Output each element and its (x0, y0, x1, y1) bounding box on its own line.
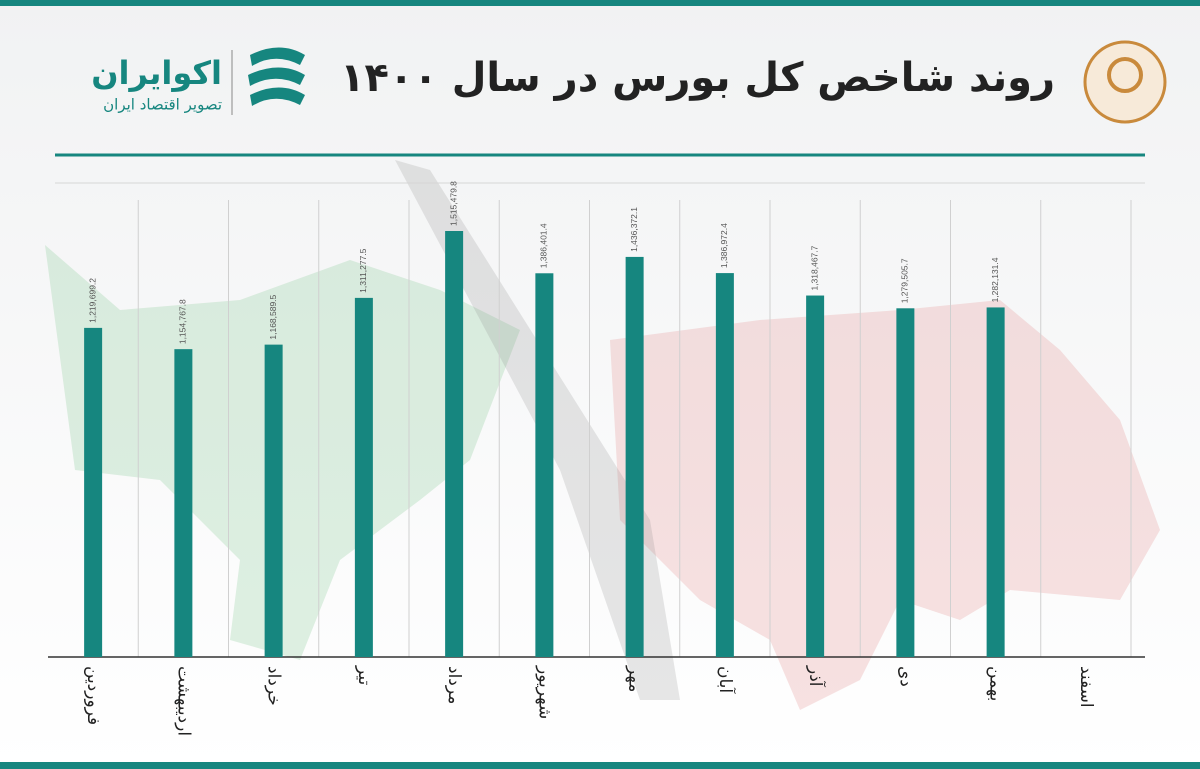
x-tick-label: اردیبهشت (173, 666, 193, 736)
value-label: 1,168,589.5 (268, 294, 278, 339)
bar (264, 344, 283, 657)
bar (174, 349, 193, 657)
bear-shape (610, 300, 1160, 710)
value-label: 1,282,131.4 (990, 257, 1000, 302)
value-label: 1,515,479.8 (448, 181, 458, 226)
bar (445, 230, 464, 657)
x-tick-label: اسفند (1076, 666, 1096, 708)
value-label: 1,386,401.4 (539, 223, 549, 268)
x-tick-label: دی (895, 666, 915, 687)
top-border (0, 0, 1200, 6)
ecoiran-logo (248, 47, 305, 106)
value-label: 1,318,467.7 (809, 245, 819, 290)
brand-tagline: تصویر اقتصاد ایران (103, 96, 222, 114)
value-label: 1,386,972.4 (719, 223, 729, 268)
x-tick-label: آذر (805, 665, 827, 688)
bottom-border (0, 762, 1200, 769)
x-tick-label: تیر (354, 665, 374, 686)
x-tick-label: مرداد (444, 666, 464, 704)
x-tick-label: آبان (715, 666, 737, 694)
value-label: 1,154,767.8 (178, 299, 188, 344)
value-label: 1,311,277.5 (358, 248, 368, 293)
bar (84, 327, 103, 657)
bar (806, 295, 825, 657)
exchange-logo (1083, 40, 1167, 124)
x-tick-label: بهمن (986, 666, 1006, 701)
x-tick-label: مهر (625, 665, 645, 692)
x-tick-label: خرداد (264, 666, 284, 706)
bar (625, 256, 644, 657)
value-label: 1,436,372.1 (629, 207, 639, 252)
bar (896, 308, 915, 657)
bar (986, 307, 1005, 657)
x-tick-label: فروردین (83, 666, 103, 725)
exchange-logo-inner (1107, 57, 1143, 93)
bar (354, 297, 373, 657)
bar (715, 273, 734, 657)
arrow-shape (395, 160, 680, 700)
value-label: 1,279,505.7 (900, 258, 910, 303)
chart-title: روند شاخص کل بورس در سال ۱۴۰۰ (340, 55, 1055, 101)
value-label: 1,219,699.2 (87, 278, 97, 323)
x-tick-label: شهریور (534, 665, 554, 719)
logo-mark (248, 47, 305, 106)
brand-name: اکوایران (91, 54, 222, 92)
bar (535, 273, 554, 657)
